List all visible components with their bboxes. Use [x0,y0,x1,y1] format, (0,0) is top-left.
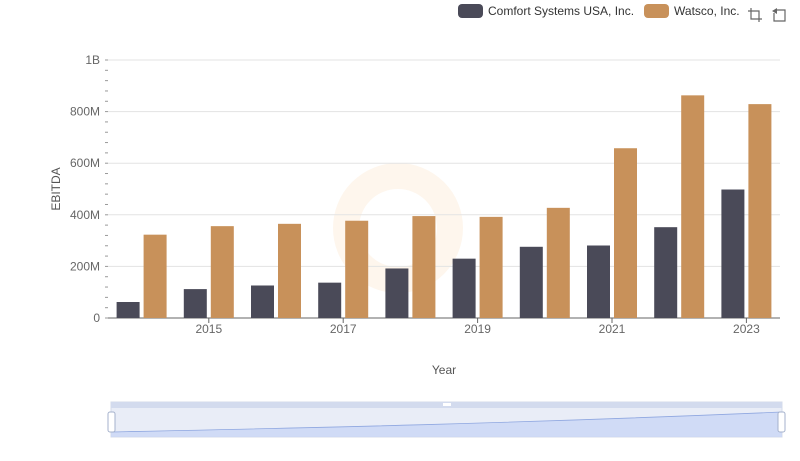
bar-watsco-2023[interactable] [748,104,772,318]
y-tick-label: 600M [70,156,100,170]
x-tick-label: 2017 [330,322,357,336]
y-tick-label: 800M [70,105,100,119]
bar-watsco-2020[interactable] [546,207,570,318]
y-tick-label: 400M [70,208,100,222]
bar-comfort-2020[interactable] [519,246,543,318]
bar-comfort-2021[interactable] [587,245,610,318]
bar-watsco-2016[interactable] [278,223,301,318]
legend-swatch-watsco [644,4,670,18]
bar-watsco-2019[interactable] [479,216,503,318]
bar-comfort-2019[interactable] [452,258,476,318]
y-axis-label: EBITDA [49,167,63,210]
legend-item-comfort-systems[interactable]: Comfort Systems USA, Inc. [458,4,634,18]
data-zoom-slider[interactable] [107,401,786,438]
slider-handle-right[interactable] [777,411,786,433]
bar-comfort-2016[interactable] [251,285,274,318]
y-tick-label: 0 [93,311,100,325]
y-tick-label: 1B [85,53,100,67]
slider-handle-left[interactable] [107,411,116,433]
bar-comfort-2022[interactable] [654,227,678,318]
bar-watsco-2018[interactable] [412,216,436,318]
bar-comfort-2018[interactable] [385,268,409,318]
legend-swatch-comfort [458,4,483,18]
y-axis: 0 200M 400M 600M 800M 1B [70,53,108,325]
y-tick-label: 200M [70,259,100,273]
x-axis: 2015 2017 2019 2021 2023 [108,317,780,336]
zoom-icon[interactable] [747,7,763,23]
x-tick-label: 2015 [195,322,222,336]
bar-comfort-2023[interactable] [721,189,745,318]
legend: Comfort Systems USA, Inc. Watsco, Inc. [458,4,750,18]
bar-watsco-2017[interactable] [345,220,369,318]
bar-watsco-2014[interactable] [143,234,167,318]
bar-watsco-2021[interactable] [614,148,637,318]
bar-watsco-2022[interactable] [681,95,705,318]
slider-grip[interactable] [443,403,451,406]
legend-label-comfort: Comfort Systems USA, Inc. [488,4,635,18]
bar-comfort-2015[interactable] [183,289,207,318]
x-axis-label: Year [432,363,456,377]
bar-comfort-2017[interactable] [318,282,342,318]
legend-item-watsco[interactable]: Watsco, Inc. [644,4,740,18]
bars [116,95,772,318]
bar-comfort-2014[interactable] [116,302,140,318]
restore-icon[interactable] [771,7,787,23]
toolbox [747,7,787,23]
x-tick-label: 2021 [599,322,626,336]
legend-label-watsco: Watsco, Inc. [674,4,740,18]
x-tick-label: 2019 [464,322,491,336]
bar-watsco-2015[interactable] [210,226,234,318]
x-tick-label: 2023 [733,322,760,336]
